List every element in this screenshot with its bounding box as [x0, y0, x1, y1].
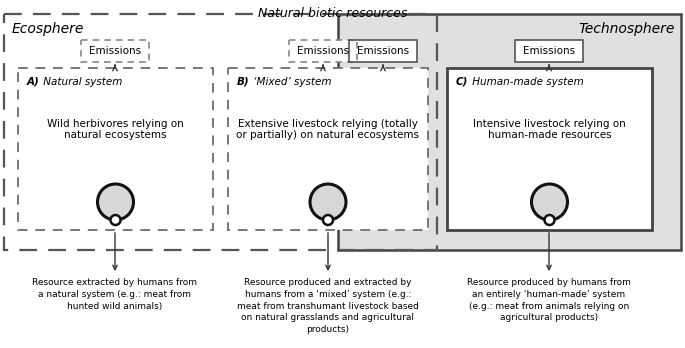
Text: Emissions: Emissions: [89, 46, 141, 56]
Text: Resource produced by humans from
an entirely ‘human-made’ system
(e.g.: meat fro: Resource produced by humans from an enti…: [467, 278, 631, 322]
Circle shape: [323, 215, 333, 225]
Bar: [515, 40, 583, 62]
Text: Natural system: Natural system: [40, 77, 123, 87]
Bar: [289, 40, 357, 62]
Bar: [447, 68, 652, 230]
Bar: [81, 40, 149, 62]
Bar: [228, 68, 428, 230]
Text: C): C): [456, 77, 469, 87]
Text: Emissions: Emissions: [297, 46, 349, 56]
Text: Technosphere: Technosphere: [579, 22, 675, 36]
Text: Intensive livestock relying on
human-made resources: Intensive livestock relying on human-mad…: [473, 119, 626, 140]
Text: Wild herbivores relying on
natural ecosystems: Wild herbivores relying on natural ecosy…: [47, 119, 184, 140]
Text: Resource extracted by humans from
a natural system (e.g.: meat from
hunted wild : Resource extracted by humans from a natu…: [32, 278, 197, 311]
Circle shape: [97, 184, 134, 220]
Circle shape: [545, 215, 554, 225]
Bar: [447, 68, 652, 230]
Text: A): A): [27, 77, 40, 87]
Text: Emissions: Emissions: [357, 46, 409, 56]
Bar: [18, 68, 213, 230]
Text: Ecosphere: Ecosphere: [12, 22, 84, 36]
Bar: [338, 14, 681, 250]
Text: ‘Mixed’ system: ‘Mixed’ system: [250, 77, 332, 87]
Bar: [349, 40, 417, 62]
Bar: [515, 40, 583, 62]
Text: Extensive livestock relying (totally
or partially) on natural ecosystems: Extensive livestock relying (totally or …: [236, 119, 419, 140]
Text: B): B): [237, 77, 249, 87]
Circle shape: [310, 184, 346, 220]
Bar: [349, 40, 417, 62]
Text: Resource produced and extracted by
humans from a ‘mixed’ system (e.g.:
meat from: Resource produced and extracted by human…: [237, 278, 419, 334]
Text: Emissions: Emissions: [523, 46, 575, 56]
Text: Natural biotic resources: Natural biotic resources: [258, 7, 407, 20]
Bar: [81, 40, 149, 62]
Bar: [228, 68, 428, 230]
Circle shape: [532, 184, 567, 220]
Bar: [4, 14, 437, 250]
Bar: [18, 68, 213, 230]
Text: Human-made system: Human-made system: [469, 77, 584, 87]
Bar: [289, 40, 357, 62]
Circle shape: [110, 215, 121, 225]
